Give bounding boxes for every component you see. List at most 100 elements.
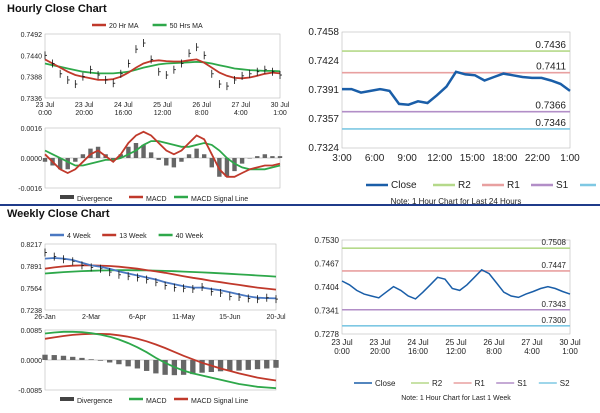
x-tick-label: 26 Jul 8:00 <box>192 102 211 117</box>
divergence-bar <box>80 154 86 158</box>
divergence-bar <box>162 360 168 375</box>
x-tick-label: 30 Jul 1:00 <box>271 102 290 117</box>
level-label-s2: 0.7346 <box>535 118 566 129</box>
legend-label: Divergence <box>77 196 113 203</box>
plot-frame <box>44 243 277 311</box>
divergence-bar <box>224 158 230 177</box>
x-tick-label: 23 Jul 20:00 <box>75 102 94 117</box>
divergence-bar <box>194 148 199 158</box>
divergence-bar <box>190 360 196 375</box>
legend-label: Close <box>391 180 417 191</box>
legend-label: 4 Week <box>67 233 91 240</box>
divergence-bar <box>125 360 131 367</box>
legend-label: MACD <box>146 398 167 405</box>
x-tick-label: 24 Jul 16:00 <box>407 338 429 356</box>
divergence-bar <box>164 158 169 166</box>
x-tick-label: 9:00 <box>397 153 417 164</box>
y-tick-label: 0.0000 <box>21 358 43 365</box>
divergence-bar <box>254 360 261 370</box>
legend-label: S1 <box>556 180 569 191</box>
divergence-bar <box>88 359 94 360</box>
divergence-bar <box>60 355 67 360</box>
close-line <box>342 70 571 106</box>
divergence-bar <box>70 356 76 360</box>
ma-line-ma40 <box>44 269 277 278</box>
y-tick-label: 0.7467 <box>315 260 340 269</box>
level-label-s1: 0.7366 <box>535 101 566 112</box>
legend-label: MACD Signal Line <box>191 196 248 203</box>
x-tick-label: 15:00 <box>460 153 485 164</box>
x-tick-label: 18:00 <box>492 153 517 164</box>
y-tick-label: 0.0016 <box>21 126 43 133</box>
divergence-bar <box>273 360 279 368</box>
legend-swatch <box>60 397 74 401</box>
divergence-bar <box>118 154 124 158</box>
divergence-bar <box>57 158 63 170</box>
x-tick-label: 20-Jul <box>266 314 286 321</box>
divergence-bar <box>209 158 214 168</box>
divergence-bar <box>97 360 104 361</box>
y-tick-label: 0.7424 <box>308 56 339 67</box>
y-tick-label: -0.0085 <box>18 388 42 395</box>
level-label-r1: 0.7447 <box>542 261 567 270</box>
y-tick-label: 0.7530 <box>315 236 340 245</box>
divergence-bar <box>141 144 146 158</box>
y-tick-label: 0.7891 <box>21 264 43 271</box>
divergence-bar <box>236 360 242 371</box>
close-line <box>341 268 571 300</box>
x-tick-label: 24 Jul 16:00 <box>114 102 133 117</box>
divergence-bar <box>42 354 48 360</box>
x-tick-label: 6:00 <box>365 153 385 164</box>
divergence-bar <box>51 355 57 360</box>
divergence-bar <box>153 360 159 374</box>
x-tick-label: 26 Jul 8:00 <box>483 338 505 356</box>
y-tick-label: 0.7357 <box>308 114 339 125</box>
x-tick-label: 22:00 <box>525 153 550 164</box>
x-tick-label: 3:00 <box>332 153 352 164</box>
divergence-bar <box>255 156 260 158</box>
signal-line <box>44 333 277 382</box>
y-tick-label: 0.7336 <box>21 96 43 103</box>
divergence-bar <box>79 357 85 360</box>
x-tick-label: 27 Jul 4:00 <box>521 338 543 356</box>
divergence-bar <box>277 156 283 158</box>
divergence-bar <box>186 154 192 158</box>
legend-label: MACD Signal Line <box>191 398 248 405</box>
divergence-bar <box>143 360 150 371</box>
x-tick-label: 15-Jun <box>219 314 241 321</box>
y-tick-label: 0.7492 <box>21 32 43 39</box>
divergence-bar <box>111 158 116 160</box>
y-tick-label: 0.7440 <box>21 53 43 60</box>
divergence-bar <box>65 158 70 170</box>
x-tick-label: 12:00 <box>427 153 452 164</box>
divergence-bar <box>42 158 48 162</box>
level-label-r1: 0.7411 <box>536 62 566 73</box>
legend-label: 50 Hrs MA <box>170 23 203 30</box>
x-tick-label: 30 Jul 1:00 <box>559 338 581 356</box>
y-tick-label: 0.7564 <box>21 286 43 293</box>
divergence-bar <box>179 158 184 162</box>
x-tick-label: 11-May <box>172 314 195 321</box>
x-tick-label: 26-Jan <box>34 314 56 321</box>
x-tick-label: 1:00 <box>560 153 580 164</box>
plot-frame <box>341 239 571 335</box>
legend-label: MACD <box>146 196 167 203</box>
x-tick-label: 23 Jul 20:00 <box>369 338 391 356</box>
divergence-bar <box>156 158 161 160</box>
y-tick-label: 0.7458 <box>308 27 339 38</box>
ma-line-ma4 <box>44 257 277 300</box>
divergence-bar <box>95 146 101 158</box>
weekly-macd-chart: 0.0085 0.0000 -0.0085 Divergence MACD MACD Si… <box>18 328 279 405</box>
legend-label: Divergence <box>77 398 113 405</box>
level-label-r2: 0.7436 <box>535 40 566 51</box>
y-tick-label: 0.0085 <box>21 328 43 335</box>
divergence-bar <box>73 158 78 162</box>
legend-label: S1 <box>517 379 527 388</box>
y-tick-label: 0.8217 <box>21 242 43 249</box>
legend-label: Close <box>375 379 396 388</box>
x-tick-label: 25 Jul 12:00 <box>445 338 467 356</box>
legend-label: R2 <box>432 379 443 388</box>
divergence-bar <box>180 360 187 375</box>
divergence-bar <box>148 152 154 158</box>
